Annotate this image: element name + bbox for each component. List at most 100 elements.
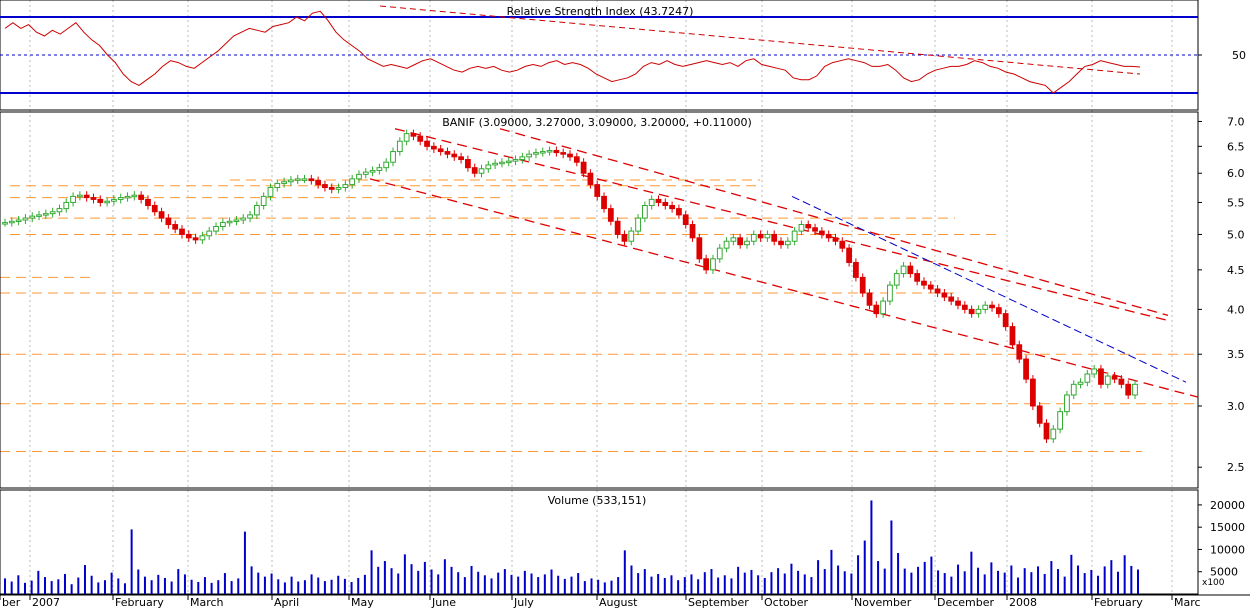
candle-body: [70, 195, 76, 203]
x-tick-label: Marc: [1174, 596, 1201, 608]
volume-bar: [650, 576, 653, 594]
volume-bar: [1023, 568, 1026, 594]
candle-body: [349, 178, 356, 186]
candle-body: [873, 304, 880, 315]
candle-body: [567, 153, 573, 158]
candle-body: [396, 140, 403, 153]
volume-bar: [630, 565, 633, 594]
volume-bar: [383, 561, 386, 594]
candle-body: [206, 230, 213, 237]
candle-body: [117, 197, 124, 200]
volume-bar: [990, 562, 993, 594]
x-tick-label: February: [1094, 596, 1143, 608]
volume-bar: [563, 578, 566, 594]
volume-bar: [1110, 560, 1113, 594]
candle-body: [703, 258, 710, 271]
candle-body: [342, 184, 349, 189]
volume-bar: [337, 575, 340, 594]
candle-body: [696, 237, 703, 260]
candle-body: [219, 222, 226, 227]
price-y-tick-label: 4.5: [1227, 264, 1245, 277]
candle-body: [519, 156, 526, 161]
volume-bar: [310, 574, 313, 594]
volume-bar: [1017, 577, 1020, 594]
volume-bar: [703, 572, 706, 594]
candle-body: [22, 217, 29, 221]
price-y-tick-label: 2.5: [1227, 461, 1245, 474]
volume-bar: [257, 572, 260, 594]
volume-bar: [750, 569, 753, 594]
volume-bar: [883, 568, 886, 594]
candle-body: [417, 135, 424, 142]
x-tick-label: September: [688, 596, 749, 608]
volume-bar: [357, 577, 360, 594]
volume-bar: [403, 554, 406, 594]
volume-bar: [270, 573, 273, 594]
candle-body: [553, 150, 560, 154]
candle-body: [573, 156, 580, 163]
candle-body: [587, 172, 594, 186]
candle-body: [635, 217, 641, 232]
candle-body: [158, 211, 165, 219]
candle-body: [42, 213, 49, 216]
volume-bar: [217, 580, 220, 594]
candle-body: [1050, 428, 1057, 440]
x-tick-label: December: [937, 596, 995, 608]
volume-bar: [90, 575, 93, 594]
volume-bar: [517, 576, 520, 594]
candle-body: [805, 224, 812, 229]
volume-bar: [663, 577, 666, 594]
candle-body: [641, 205, 648, 219]
candle-body: [458, 156, 464, 161]
volume-bar: [223, 573, 226, 594]
volume-bar: [463, 577, 466, 594]
volume-bar: [557, 575, 560, 594]
candle-body: [56, 208, 63, 213]
candle-body: [955, 300, 961, 306]
candle-body: [294, 178, 301, 181]
volume-bar: [657, 573, 660, 594]
volume-bar: [497, 572, 500, 594]
candle-body: [322, 184, 328, 189]
gridlines: [29, 0, 1173, 595]
x-tick-label: November: [854, 596, 912, 608]
volume-bar: [4, 578, 6, 594]
axes: ber 2007 February March April May June July Augu…: [0, 49, 1246, 609]
price-y-tick-label: 6.5: [1227, 140, 1245, 153]
volume-bar: [590, 578, 593, 594]
candle-body: [961, 304, 968, 310]
candle-body: [927, 284, 934, 290]
candle-body: [356, 173, 362, 180]
volume-bar: [483, 575, 486, 594]
volume-bar: [950, 576, 953, 594]
candle-body: [825, 233, 832, 239]
volume-title: Volume (533,151): [548, 494, 646, 507]
candle-body: [437, 148, 444, 153]
candle-body: [8, 220, 15, 224]
volume-bar: [890, 520, 893, 594]
candle-body: [859, 276, 866, 294]
volume-y-tick-label: 10000: [1210, 543, 1245, 556]
volume-bar: [197, 581, 200, 594]
volume-bar: [277, 579, 280, 594]
candle-body: [376, 167, 383, 171]
volume-bar: [377, 566, 380, 594]
volume-bar: [37, 570, 40, 594]
candle-body: [655, 198, 662, 203]
candle-body: [15, 219, 22, 222]
volume-bar: [670, 575, 673, 594]
volume-bar: [957, 564, 960, 594]
candle-body: [853, 261, 859, 278]
volume-bar: [837, 565, 840, 594]
candle-body: [533, 152, 539, 155]
volume-bar: [783, 573, 786, 594]
volume-bar: [857, 555, 860, 594]
volume-bar: [423, 561, 426, 594]
candle-body: [111, 198, 117, 202]
candle-body: [505, 160, 512, 164]
price-y-tick-label: 7.0: [1227, 115, 1245, 128]
candle-body: [893, 273, 900, 286]
volume-bar: [570, 576, 573, 594]
candle-body: [1111, 375, 1118, 380]
